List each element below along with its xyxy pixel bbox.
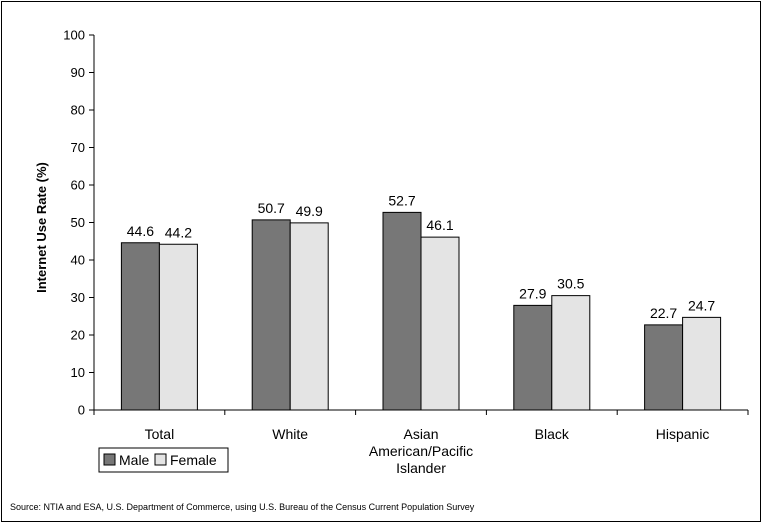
x-category-label-line: Islander bbox=[396, 460, 446, 476]
y-tick-label: 60 bbox=[71, 178, 85, 193]
x-category-label-line: White bbox=[272, 426, 308, 442]
bar-male bbox=[120, 242, 160, 411]
y-tick-label: 50 bbox=[71, 215, 85, 230]
data-label-female: 24.7 bbox=[688, 297, 715, 313]
x-category-label: Asian American/Pacific Islander bbox=[369, 426, 473, 476]
x-category-label: White bbox=[272, 426, 308, 442]
bar-female bbox=[551, 295, 591, 411]
data-label-male: 50.7 bbox=[258, 200, 285, 216]
y-tick-label: 20 bbox=[71, 328, 85, 343]
x-category-label: Total bbox=[145, 426, 175, 442]
bar-chart: 0 10 20 30 40 50 60 70 80 90 100 44.6 44.2 Total 50.7 4… bbox=[34, 28, 749, 476]
bar-male bbox=[644, 324, 684, 411]
source-note: Source: NTIA and ESA, U.S. Department of… bbox=[10, 502, 475, 512]
legend-swatch-female bbox=[154, 453, 167, 466]
x-category-label-line: Hispanic bbox=[656, 426, 710, 442]
y-tick-label: 90 bbox=[71, 65, 85, 80]
bar-female bbox=[289, 222, 329, 411]
x-category-label-line: Asian bbox=[403, 426, 438, 442]
x-category-label: Black bbox=[535, 426, 570, 442]
data-label-female: 49.9 bbox=[296, 203, 323, 219]
legend-label-male: Male bbox=[119, 452, 150, 468]
y-tick-label: 30 bbox=[71, 290, 85, 305]
bar-male bbox=[251, 219, 291, 411]
y-tick-label: 100 bbox=[63, 28, 85, 43]
y-tick-label: 0 bbox=[78, 403, 85, 418]
legend-swatch-male bbox=[103, 453, 116, 466]
data-label-male: 22.7 bbox=[650, 305, 677, 321]
legend-label-female: Female bbox=[170, 452, 217, 468]
data-label-male: 27.9 bbox=[519, 285, 546, 301]
x-category-label-line: American/Pacific bbox=[369, 443, 473, 459]
data-label-male: 52.7 bbox=[388, 192, 415, 208]
y-tick-label: 70 bbox=[71, 140, 85, 155]
y-tick-label: 40 bbox=[71, 253, 85, 268]
y-tick-label: 80 bbox=[71, 103, 85, 118]
data-label-female: 44.2 bbox=[165, 224, 192, 240]
data-label-male: 44.6 bbox=[127, 223, 154, 239]
y-tick-label: 10 bbox=[71, 365, 85, 380]
bar-female bbox=[682, 316, 722, 411]
data-label-female: 46.1 bbox=[426, 217, 453, 233]
bar-male bbox=[513, 304, 553, 411]
x-category-label-line: Total bbox=[145, 426, 175, 442]
bar-female bbox=[420, 236, 460, 411]
bar-male bbox=[382, 211, 422, 411]
x-category-label-line: Black bbox=[535, 426, 570, 442]
y-axis-title: Internet Use Rate (%) bbox=[34, 162, 49, 293]
bar-female bbox=[158, 243, 198, 411]
x-category-label: Hispanic bbox=[656, 426, 710, 442]
data-label-female: 30.5 bbox=[557, 276, 584, 292]
